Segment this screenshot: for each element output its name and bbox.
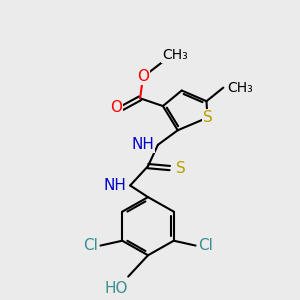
Text: O: O — [110, 100, 122, 116]
Text: HO: HO — [105, 281, 128, 296]
Text: Cl: Cl — [199, 238, 213, 253]
Text: NH: NH — [131, 137, 154, 152]
Text: CH₃: CH₃ — [227, 81, 253, 94]
Text: CH₃: CH₃ — [162, 48, 188, 62]
Text: O: O — [137, 70, 149, 85]
Text: Cl: Cl — [82, 238, 98, 253]
Text: NH: NH — [103, 178, 126, 193]
Text: S: S — [176, 160, 185, 175]
Text: S: S — [202, 110, 212, 125]
